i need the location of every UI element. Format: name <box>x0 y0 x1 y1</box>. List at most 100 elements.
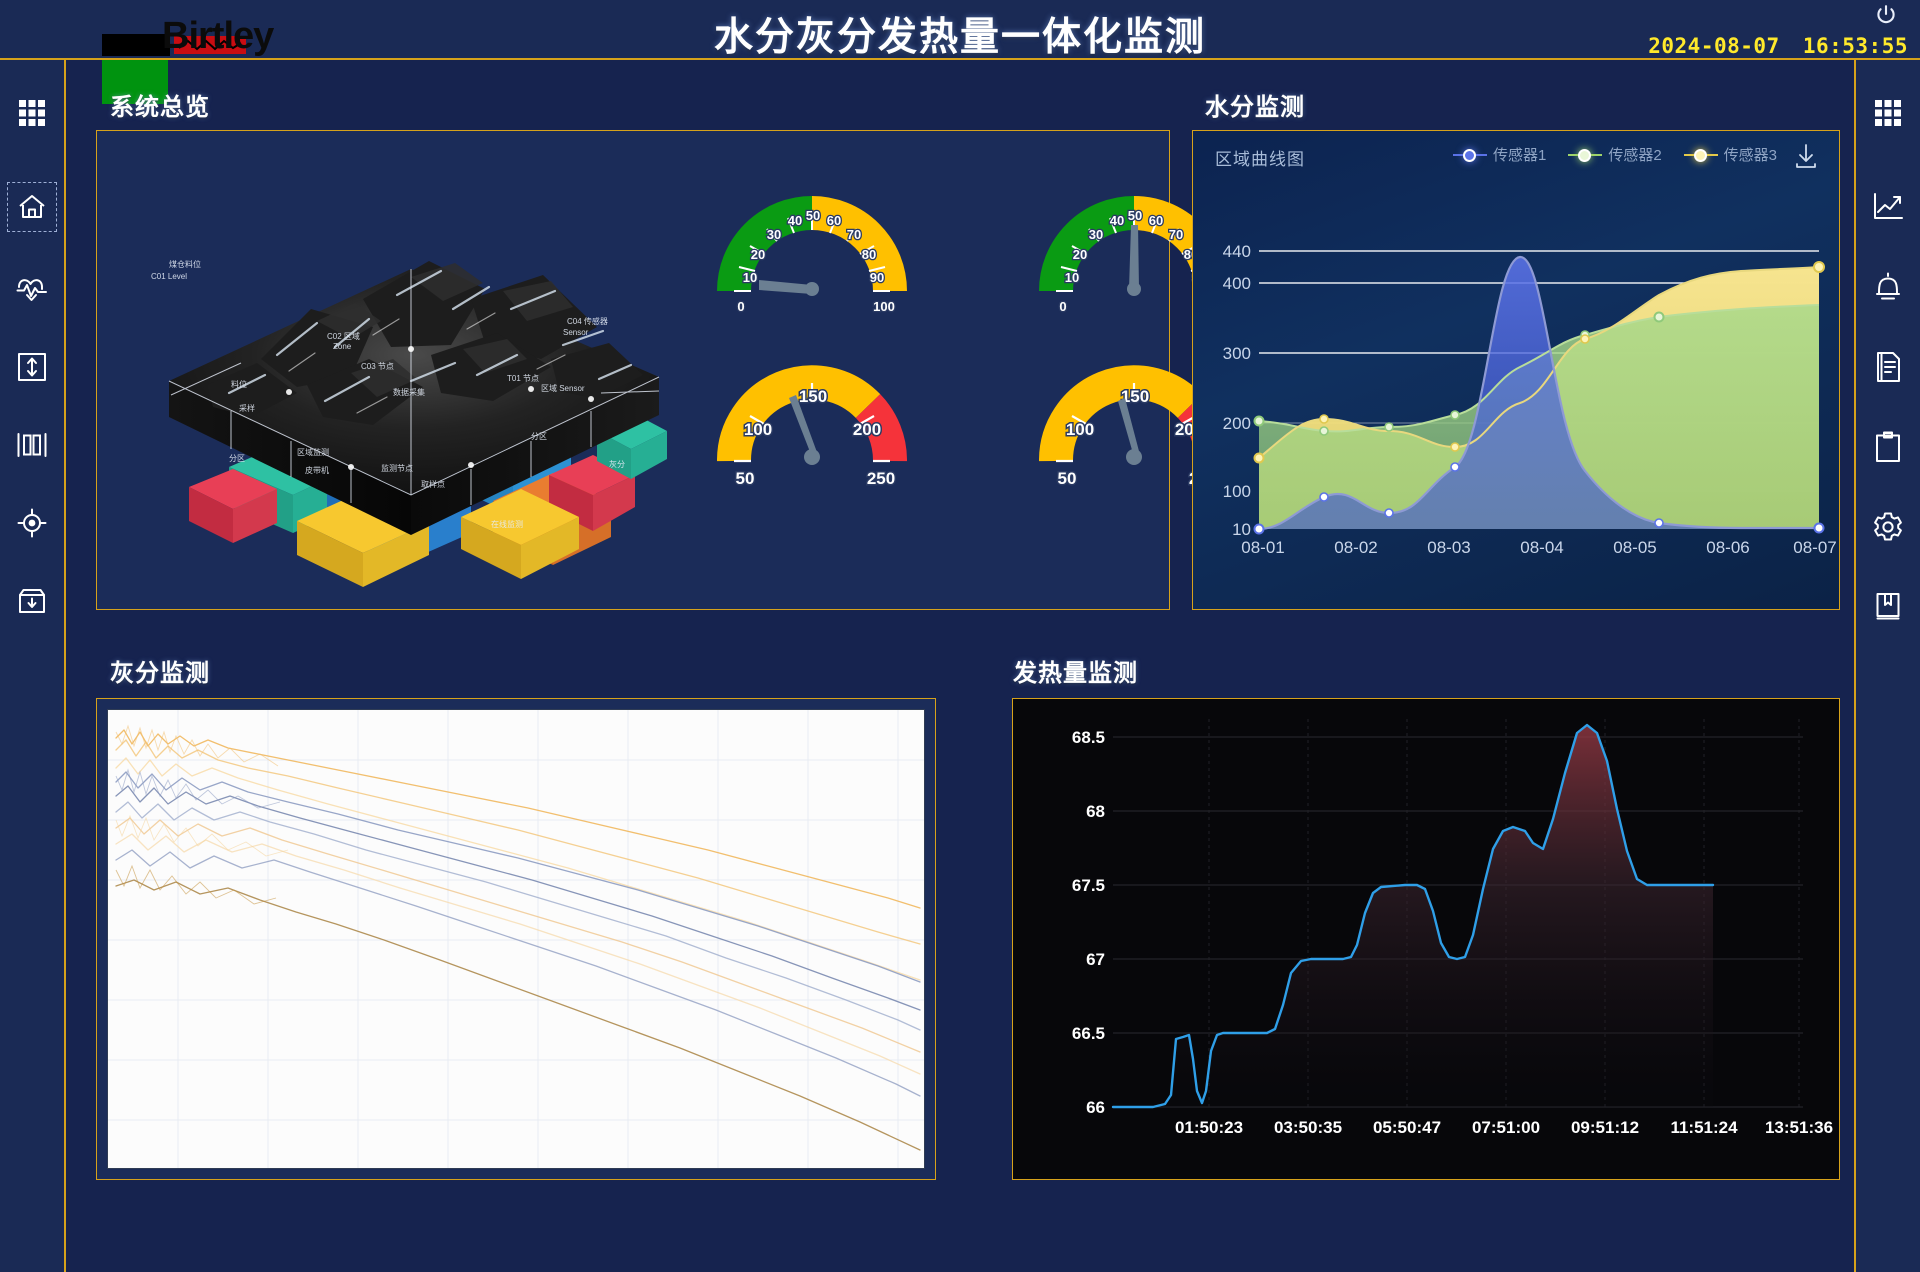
right-sidebar-list <box>1856 60 1920 634</box>
sidebar-item-heartbeat[interactable] <box>0 262 64 316</box>
ash-line-10 <box>115 879 921 1151</box>
svg-text:100: 100 <box>1223 482 1251 501</box>
ash-line-06 <box>115 801 921 1031</box>
svg-text:60: 60 <box>827 213 841 228</box>
heat-series-line <box>1111 723 1715 1109</box>
ash-line-09 <box>115 849 921 1097</box>
svg-text:90: 90 <box>870 270 884 285</box>
ash-line-03 <box>115 757 921 981</box>
legend-item-sensor3[interactable]: 传感器3 <box>1683 144 1777 165</box>
panel-ash <box>96 698 936 1180</box>
svg-text:0: 0 <box>1059 299 1066 314</box>
svg-text:68: 68 <box>1086 802 1105 821</box>
svg-text:料位: 料位 <box>231 379 247 389</box>
panel-moisture: 区域曲线图 传感器1 传感器2 <box>1192 130 1840 610</box>
legend-label-sensor2: 传感器2 <box>1608 147 1662 164</box>
panel-title-ash: 灰分监测 <box>110 660 210 687</box>
coal-pile-3d-model[interactable]: 煤仓料位 C01 Level C02 区域 Zone C03 节点 T01 节点… <box>111 149 691 593</box>
panel-title-overview: 系统总览 <box>110 94 210 121</box>
svg-text:11:51:24: 11:51:24 <box>1670 1118 1738 1137</box>
arrows-vertical-box-icon <box>17 352 47 382</box>
target-icon <box>17 508 47 538</box>
sidebar-item-target[interactable] <box>0 496 64 550</box>
ash-line-08 <box>115 833 921 1075</box>
svg-text:40: 40 <box>788 213 802 228</box>
sidebar-item-alarms[interactable] <box>1856 260 1920 314</box>
download-icon[interactable] <box>1793 141 1819 176</box>
legend-item-sensor1[interactable]: 传感器1 <box>1452 144 1547 165</box>
svg-text:区域监测: 区域监测 <box>297 447 329 457</box>
power-icon[interactable] <box>1874 3 1898 27</box>
clock-date: 2024-08-07 <box>1648 34 1780 58</box>
sidebar-item-manual[interactable] <box>1856 580 1920 634</box>
svg-text:10: 10 <box>1232 520 1251 539</box>
sidebar-item-tasks[interactable] <box>1856 420 1920 474</box>
svg-text:08-04: 08-04 <box>1520 538 1563 557</box>
svg-text:07:51:00: 07:51:00 <box>1472 1118 1540 1137</box>
sidebar-item-level-gauge[interactable] <box>0 340 64 394</box>
svg-text:分区: 分区 <box>229 454 245 463</box>
download-box-icon <box>17 587 47 615</box>
grid-icon <box>17 98 47 128</box>
svg-text:30: 30 <box>767 227 781 242</box>
svg-text:66.5: 66.5 <box>1072 1024 1105 1043</box>
svg-text:01:50:23: 01:50:23 <box>1175 1118 1243 1137</box>
svg-text:10: 10 <box>1065 270 1079 285</box>
svg-text:66: 66 <box>1086 1098 1105 1117</box>
sidebar-item-settings[interactable] <box>1856 500 1920 554</box>
ash-multiline-chart[interactable] <box>107 709 925 1169</box>
svg-text:150: 150 <box>799 387 827 406</box>
svg-text:08-06: 08-06 <box>1706 538 1749 557</box>
svg-text:08-03: 08-03 <box>1427 538 1470 557</box>
svg-text:30: 30 <box>1089 227 1103 242</box>
svg-text:68.5: 68.5 <box>1072 728 1105 747</box>
gear-icon <box>1872 511 1904 543</box>
sidebar-item-archive-download[interactable] <box>0 574 64 628</box>
svg-text:Zone: Zone <box>333 342 352 351</box>
series-points-sensor2 <box>1253 311 1665 436</box>
ash-line-04 <box>115 771 921 983</box>
legend-item-sensor2[interactable]: 传感器2 <box>1568 144 1662 165</box>
legend-label-sensor1: 传感器1 <box>1492 147 1547 164</box>
panel-title-heat: 发热量监测 <box>1013 660 1138 687</box>
ash-line-07 <box>115 817 921 1053</box>
svg-text:10: 10 <box>743 270 757 285</box>
svg-text:08-07: 08-07 <box>1793 538 1836 557</box>
sidebar-item-apps-grid[interactable] <box>0 86 64 140</box>
sidebar-item-reports[interactable] <box>1856 340 1920 394</box>
svg-text:67: 67 <box>1086 950 1105 969</box>
sidebar-item-columns[interactable] <box>0 418 64 472</box>
legend-marker-sensor3 <box>1683 148 1718 162</box>
panel-title-moisture: 水分监测 <box>1205 94 1305 121</box>
svg-text:03:50:35: 03:50:35 <box>1274 1118 1342 1137</box>
svg-text:C04 传感器: C04 传感器 <box>567 316 608 326</box>
left-sidebar-list <box>0 60 64 628</box>
panel-heat: 68.5 68 67.5 67 66.5 66 01:50:23 03:50:3… <box>1012 698 1840 1180</box>
bell-icon <box>1873 271 1903 303</box>
moisture-area-chart[interactable]: 区域曲线图 传感器1 传感器2 <box>1193 131 1839 609</box>
app-header: Birtley 水分灰分发热量一体化监测 2024-08-07 16:53:55 <box>0 0 1920 104</box>
chart-type-label: 区域曲线图 <box>1215 150 1305 169</box>
series-area-sensor1 <box>1259 256 1819 529</box>
svg-text:60: 60 <box>1149 213 1163 228</box>
sidebar-item-home[interactable] <box>0 180 64 234</box>
svg-text:分区: 分区 <box>531 432 547 441</box>
svg-text:50: 50 <box>736 469 755 488</box>
svg-text:250: 250 <box>867 469 895 488</box>
sidebar-item-analytics[interactable] <box>1856 180 1920 234</box>
svg-text:300: 300 <box>1223 344 1251 363</box>
svg-text:C01 Level: C01 Level <box>151 272 187 281</box>
svg-text:70: 70 <box>847 227 861 242</box>
svg-text:Sensor: Sensor <box>563 328 589 337</box>
heat-chart-svg: 68.5 68 67.5 67 66.5 66 01:50:23 03:50:3… <box>1013 699 1839 1179</box>
legend-label-sensor3: 传感器3 <box>1723 147 1777 164</box>
document-icon <box>1874 351 1902 383</box>
series-line-sensor2 <box>1258 304 1820 433</box>
heat-value-chart[interactable]: 68.5 68 67.5 67 66.5 66 01:50:23 03:50:3… <box>1013 699 1839 1179</box>
svg-text:皮带机: 皮带机 <box>305 465 329 475</box>
svg-text:09:51:12: 09:51:12 <box>1571 1118 1639 1137</box>
svg-text:200: 200 <box>853 420 881 439</box>
moisture-chart-toolbar: 区域曲线图 传感器1 传感器2 <box>1193 131 1839 183</box>
svg-text:200: 200 <box>1223 414 1251 433</box>
sidebar-item-apps-grid-right[interactable] <box>1856 86 1920 140</box>
